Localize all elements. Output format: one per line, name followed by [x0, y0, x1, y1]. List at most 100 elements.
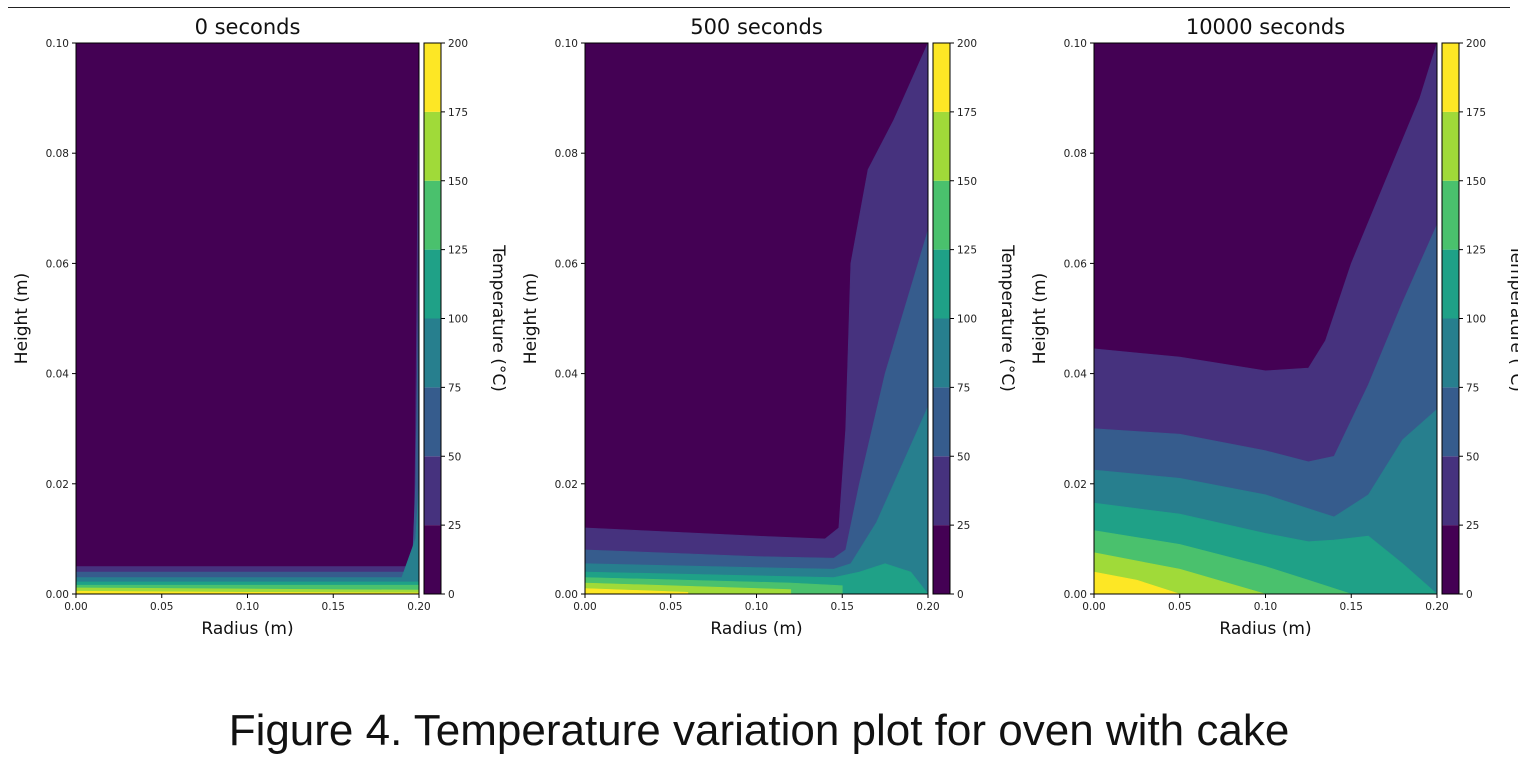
y-tick-label: 0.04	[46, 369, 70, 381]
colorbar-tick-label: 125	[1466, 245, 1486, 257]
colorbar-segment	[1442, 318, 1459, 388]
y-axis-label: Height (m)	[521, 273, 541, 364]
colorbar-label: Temperature (°C)	[1506, 244, 1518, 392]
colorbar-label: Temperature (°C)	[997, 244, 1017, 392]
colorbar-segment	[424, 387, 441, 457]
y-tick-label: 0.00	[555, 589, 578, 601]
colorbar-segment	[933, 456, 950, 526]
y-tick-label: 0.06	[1064, 258, 1088, 270]
colorbar-tick-label: 25	[448, 520, 461, 532]
colorbar-label: Temperature (°C)	[488, 244, 508, 392]
contour-band-25-50	[76, 43, 419, 594]
colorbar: 0 25 50 75 100 125 150 175 200 Temperature (°C)	[932, 38, 1017, 601]
colorbar-tick-label: 150	[1466, 176, 1486, 188]
colorbar-tick-label: 125	[448, 245, 468, 257]
colorbar-tick-label: 100	[957, 314, 977, 326]
y-tick-label: 0.06	[555, 258, 579, 270]
y-tick-label: 0.02	[1064, 479, 1087, 491]
top-rule	[8, 7, 1510, 8]
contour-band-175-200	[1094, 571, 1181, 594]
colorbar-segment	[933, 525, 950, 594]
figure-caption: Figure 4. Temperature variation plot for…	[228, 706, 1290, 755]
panel-2: 500 seconds 0.00 0.05 0.10 0.15 0.20 Radius (m…	[521, 15, 1017, 639]
colorbar-tick-label: 0	[1466, 589, 1473, 601]
y-axis-label: Height (m)	[1030, 273, 1050, 364]
y-tick-label: 0.04	[1064, 369, 1088, 381]
colorbar-segment	[933, 387, 950, 457]
x-tick-label: 0.20	[1425, 601, 1448, 613]
y-tick-label: 0.04	[555, 369, 579, 381]
contour-bands	[585, 43, 928, 594]
contour-band-0-25	[76, 43, 419, 594]
x-axis-label: Radius (m)	[201, 619, 293, 639]
panel-3: 10000 seconds 0.00 0.05 0.10 0.15 0.20 Radius …	[1030, 15, 1518, 639]
colorbar-segment	[1442, 43, 1459, 112]
contour-bands	[1094, 43, 1437, 594]
y-tick-label: 0.10	[555, 38, 578, 50]
colorbar-segment	[424, 525, 441, 594]
colorbar-tick-label: 0	[448, 589, 455, 601]
x-tick-label: 0.00	[573, 601, 596, 613]
colorbar-segment	[424, 456, 441, 526]
colorbar-tick-label: 150	[957, 176, 977, 188]
colorbar-segment	[1442, 111, 1459, 181]
contour-band-175-200	[76, 590, 419, 594]
colorbar-tick-label: 150	[448, 176, 468, 188]
contour-plots: 0 seconds 0.00 0.05 0.10 0.15 0.20 Radius (m) 0…	[12, 15, 1518, 639]
colorbar-segment	[933, 249, 950, 319]
colorbar-tick-label: 0	[957, 589, 964, 601]
colorbar-tick-label: 75	[957, 382, 970, 394]
x-tick-label: 0.15	[322, 601, 345, 613]
x-tick-label: 0.20	[916, 601, 939, 613]
x-tick-label: 0.05	[1168, 601, 1191, 613]
colorbar-tick-label: 50	[1466, 451, 1479, 463]
colorbar-segment	[933, 180, 950, 250]
colorbar-segment	[933, 111, 950, 181]
colorbar-tick-label: 175	[1466, 107, 1486, 119]
plot-title: 0 seconds	[195, 15, 301, 39]
x-tick-label: 0.20	[407, 601, 430, 613]
x-tick-label: 0.05	[150, 601, 173, 613]
y-tick-label: 0.00	[46, 589, 69, 601]
plot-title: 10000 seconds	[1186, 15, 1345, 39]
colorbar-tick-label: 25	[957, 520, 970, 532]
colorbar: 0 25 50 75 100 125 150 175 200 Temperature (°C)	[423, 38, 508, 601]
y-tick-label: 0.06	[46, 258, 70, 270]
x-axis-label: Radius (m)	[710, 619, 802, 639]
colorbar-segment	[1442, 456, 1459, 526]
y-tick-label: 0.08	[1064, 148, 1087, 160]
colorbar-segment	[1442, 180, 1459, 250]
colorbar-segment	[933, 43, 950, 112]
colorbar-segment	[424, 43, 441, 112]
colorbar-tick-label: 50	[957, 451, 970, 463]
y-tick-label: 0.08	[46, 148, 69, 160]
colorbar-segment	[1442, 249, 1459, 319]
colorbar: 0 25 50 75 100 125 150 175 200 Temperature (°C)	[1441, 38, 1518, 601]
contour-bands	[76, 43, 419, 594]
y-tick-label: 0.02	[46, 479, 69, 491]
y-tick-label: 0.08	[555, 148, 578, 160]
colorbar-tick-label: 100	[1466, 314, 1486, 326]
colorbar-tick-label: 75	[448, 382, 461, 394]
y-tick-label: 0.10	[1064, 38, 1087, 50]
x-tick-label: 0.15	[831, 601, 854, 613]
x-tick-label: 0.10	[745, 601, 768, 613]
colorbar-tick-label: 100	[448, 314, 468, 326]
y-axis-label: Height (m)	[12, 273, 32, 364]
x-tick-label: 0.00	[1082, 601, 1105, 613]
contour-band-175-200	[585, 588, 689, 594]
colorbar-segment	[424, 180, 441, 250]
x-tick-label: 0.10	[1254, 601, 1277, 613]
colorbar-tick-label: 125	[957, 245, 977, 257]
colorbar-tick-label: 75	[1466, 382, 1479, 394]
y-tick-label: 0.02	[555, 479, 578, 491]
x-tick-label: 0.05	[659, 601, 682, 613]
colorbar-tick-label: 200	[957, 38, 977, 50]
colorbar-segment	[424, 249, 441, 319]
colorbar-segment	[424, 318, 441, 388]
colorbar-segment	[933, 318, 950, 388]
y-tick-label: 0.10	[46, 38, 69, 50]
colorbar-tick-label: 25	[1466, 520, 1479, 532]
x-tick-label: 0.00	[64, 601, 87, 613]
